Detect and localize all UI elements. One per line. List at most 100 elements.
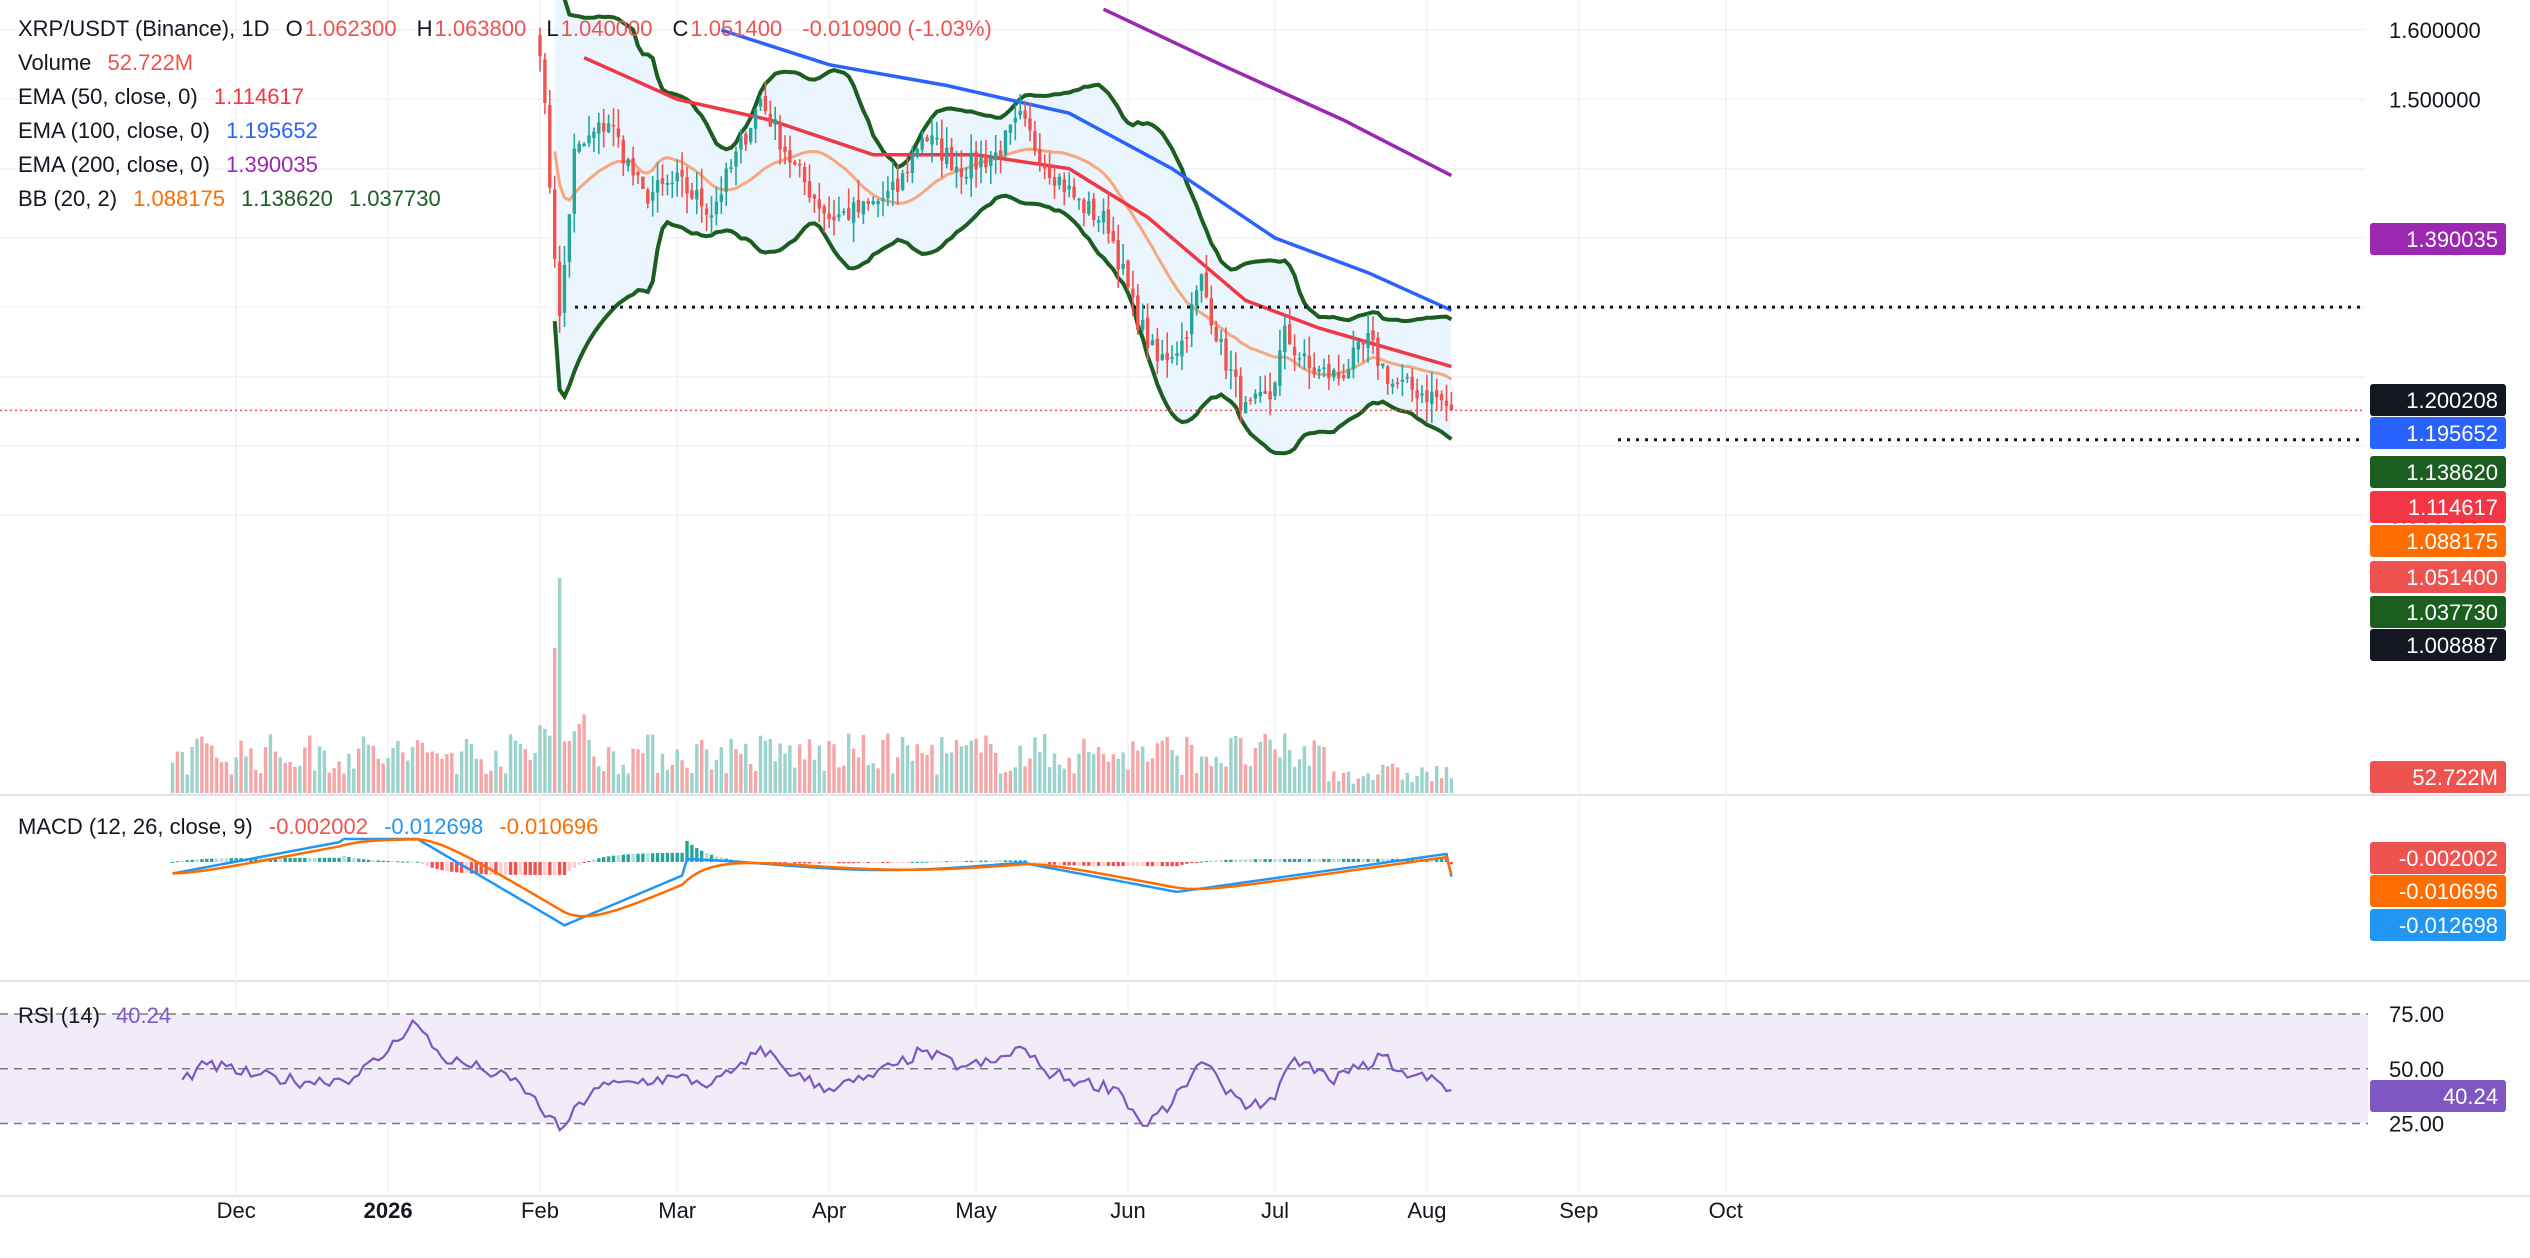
volume-bar	[469, 743, 474, 793]
axis-layer: Dec 2026 Feb Mar Apr May Jun Jul Aug Sep Oct 1.6000…	[217, 18, 2506, 1223]
volume-bar	[361, 736, 366, 793]
volume-bar	[734, 748, 738, 793]
macd-hist-bar	[1199, 861, 1204, 863]
macd-hist-bar	[690, 844, 694, 862]
candle	[1136, 284, 1140, 336]
candle	[1116, 224, 1120, 288]
volume-bar	[175, 751, 180, 793]
candle	[871, 196, 875, 206]
volume-bar	[1043, 734, 1047, 793]
legend-ema200-label: EMA (200, close, 0)	[18, 152, 210, 177]
candle	[1145, 303, 1150, 361]
candle	[802, 162, 807, 196]
price-label-tag: 1.390035	[2370, 223, 2506, 255]
macd-hist-bar	[1312, 858, 1316, 862]
volume-bar	[1155, 743, 1160, 793]
volume-bar	[1263, 733, 1267, 793]
candle	[817, 182, 821, 223]
candle	[714, 186, 719, 226]
volume-bar	[842, 765, 846, 793]
volume-bar	[464, 738, 469, 793]
macd-hist-bar	[513, 862, 518, 875]
macd-hist-bar	[822, 862, 826, 864]
volume-bar	[543, 728, 547, 793]
candle	[597, 112, 601, 155]
macd-hist-bar	[508, 862, 513, 875]
macd-hist-bar	[548, 862, 552, 876]
macd-hist-bar	[1165, 862, 1169, 867]
candle	[704, 203, 709, 232]
macd-hist-bar	[317, 857, 322, 862]
macd-hist-bar	[577, 862, 581, 865]
volume-bar	[744, 743, 748, 793]
macd-hist-bar	[322, 857, 327, 862]
candle	[592, 127, 596, 153]
candle	[636, 170, 640, 184]
volume-bar	[827, 741, 831, 793]
candle	[1180, 322, 1184, 371]
legend-volume-label: Volume	[18, 50, 92, 75]
candle	[1439, 390, 1444, 411]
candle	[891, 161, 895, 207]
volume-bar	[357, 748, 361, 793]
macd-hist-bar	[352, 857, 356, 862]
candle	[1410, 368, 1414, 402]
volume-bar	[1239, 737, 1243, 793]
macd-hist-bar	[930, 861, 934, 863]
volume-bar	[714, 759, 719, 793]
legend-close-label: C	[672, 16, 689, 41]
volume-bar	[1356, 778, 1360, 793]
macd-hist-bar	[1239, 859, 1243, 862]
macd-hist-bar	[425, 862, 429, 867]
macd-hist-bar	[587, 860, 591, 862]
macd-hist-bar	[518, 862, 523, 875]
volume-bar	[1111, 754, 1115, 793]
macd-hist-bar	[1243, 859, 1248, 862]
macd-hist-bar	[415, 861, 420, 863]
volume-bar	[891, 773, 895, 793]
macd-hist-bar	[1449, 862, 1454, 865]
candle	[719, 176, 723, 214]
legend-low-label: L	[546, 16, 559, 41]
candle	[837, 196, 841, 222]
candle	[1077, 197, 1081, 210]
candle	[1057, 173, 1062, 190]
volume-bar	[1253, 748, 1258, 793]
volume-bar	[445, 754, 449, 793]
volume-bar	[832, 744, 836, 793]
volume-bar	[1234, 735, 1238, 793]
volume-bar	[1028, 758, 1032, 793]
volume-bar	[695, 744, 699, 793]
macd-hist-bar	[1278, 858, 1282, 862]
candle	[1111, 216, 1115, 244]
volume-bar	[861, 734, 866, 793]
volume-bar	[636, 749, 640, 793]
candle	[1165, 332, 1169, 378]
volume-bar	[1199, 756, 1204, 793]
time-tick-label: Jul	[1261, 1198, 1289, 1223]
macd-hist-bar	[626, 854, 630, 862]
volume-bar	[371, 745, 376, 793]
volume-bar	[190, 746, 194, 793]
macd-hist-bar	[851, 862, 856, 864]
time-tick-label: Dec	[217, 1198, 256, 1223]
macd-hist-bar	[430, 862, 434, 868]
candle	[945, 127, 949, 169]
volume-bar	[504, 773, 508, 793]
candle	[1062, 172, 1066, 206]
candle	[1248, 397, 1253, 405]
volume-bar	[1219, 763, 1223, 793]
candle	[1224, 327, 1228, 380]
candle	[768, 100, 772, 127]
macd-hist-bar	[915, 861, 919, 863]
volume-bar	[592, 756, 596, 793]
candle	[606, 114, 611, 134]
volume-bar	[263, 747, 268, 793]
volume-bar	[312, 770, 317, 793]
macd-hist-bar	[1131, 862, 1135, 867]
macd-hist-bar	[210, 858, 214, 862]
volume-bar	[910, 760, 915, 793]
volume-bar	[1292, 766, 1297, 793]
volume-bar	[170, 762, 175, 793]
